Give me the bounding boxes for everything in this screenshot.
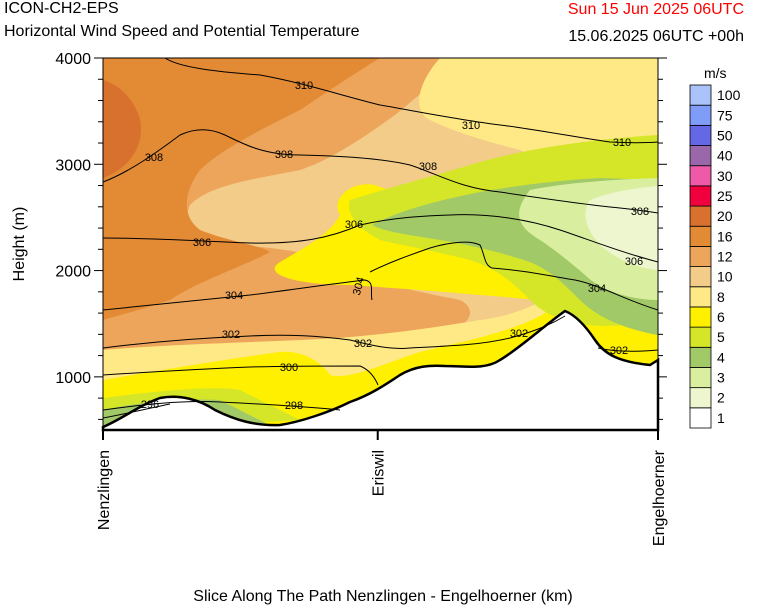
colorbar-level-label: 3 [717,370,725,386]
isentrope-label: 300 [280,362,298,374]
wind-speed-field [103,58,658,430]
isentrope-label: 310 [462,120,480,132]
colorbar-swatch [689,185,712,207]
isentrope-296 [103,403,171,419]
isentrope-label: 308 [419,161,437,173]
isentrope-label: 298 [285,400,303,412]
y-axis: 1000 2000 3000 4000 [55,51,667,420]
chart-subtitle: Horizontal Wind Speed and Potential Temp… [4,23,360,40]
plot-frame [102,57,659,431]
colorbar-swatch [689,346,712,368]
colorbar-swatch [689,326,712,348]
colorbar-level-label: 100 [717,87,741,103]
colorbar-swatch [689,407,712,429]
isentrope-308 [103,129,658,214]
x-axis: Nenzlingen Eriswil Engelhoerner [96,430,668,546]
valid-time: Sun 15 Jun 2025 06UTC [567,1,744,18]
colorbar-level-label: 10 [717,269,733,285]
terrain [101,309,660,432]
isentrope-label: 296 [141,399,159,411]
isentrope-labels: 296 298 300 302 302 302 302 304 304 304 … [141,80,649,412]
isentrope-label: 302 [354,338,372,350]
wind-band-20 [103,80,141,178]
isentrope-298 [103,401,341,411]
isentrope-310 [164,58,658,144]
y-tick-label: 2000 [55,264,91,281]
wind-band-2 [585,186,658,270]
y-axis-label: Height (m) [11,207,28,282]
isentrope-label: 304 [588,283,606,295]
colorbar-unit: m/s [704,65,727,81]
isentrope-306 [103,214,658,263]
isentrope-302 [103,315,658,352]
colorbar-level-label: 20 [717,208,733,224]
x-tick-label: Eriswil [371,450,388,496]
colorbar-swatch [689,165,712,187]
colorbar-swatch [689,306,712,328]
colorbar-level-label: 8 [717,289,725,305]
colorbar-level-label: 4 [717,349,725,365]
wind-band-16 [103,58,380,320]
colorbar-swatch [689,225,712,247]
y-tick-label: 3000 [55,157,91,174]
colorbar-level-label: 75 [717,107,733,123]
isentrope-label: 306 [345,219,363,231]
colorbar-swatch [689,266,712,288]
colorbar-swatch [689,387,712,409]
y-tick-label: 1000 [55,370,91,387]
isentrope-label: 306 [193,237,211,249]
isentrope-label: 304 [351,276,367,297]
colorbar-level-label: 30 [717,168,733,184]
colorbar-level-label: 2 [717,390,725,406]
isentrope-label: 308 [145,152,163,164]
isentrope-label: 302 [610,345,628,357]
colorbar-level-label: 6 [717,309,725,325]
colorbar-swatch [689,367,712,389]
isentrope-label: 306 [625,256,643,268]
colorbar-level-label: 1 [717,410,725,426]
model-name: ICON-CH2-EPS [4,0,119,17]
isentrope-304 [103,241,658,311]
colorbar-level-label: 12 [717,249,733,265]
colorbar-swatch [689,205,712,227]
x-axis-label: Slice Along The Path Nenzlingen - Engelh… [193,588,573,605]
colorbar-swatch [689,104,712,126]
colorbar-level-label: 16 [717,228,733,244]
isentrope-label: 304 [225,290,243,302]
colorbar-swatch [689,84,712,106]
colorbar-swatch [689,124,712,146]
run-time: 15.06.2025 06UTC +00h [568,28,744,45]
y-tick-label: 4000 [55,51,91,68]
isentropes [103,58,658,419]
isentrope-label: 308 [631,206,649,218]
colorbar-swatch [689,145,712,167]
colorbar-level-label: 50 [717,127,733,143]
isentrope-label: 308 [275,149,293,161]
isentrope-300 [103,365,379,386]
isentrope-label: 302 [222,329,240,341]
colorbar-swatch [689,246,712,267]
colorbar-level-label: 40 [717,148,733,164]
isentrope-label: 302 [510,328,528,340]
x-tick-label: Engelhoerner [651,449,668,546]
x-tick-label: Nenzlingen [96,450,113,530]
isentrope-label: 310 [613,137,631,149]
colorbar-level-label: 25 [717,188,733,204]
colorbar-swatch [689,286,712,308]
isentrope-label: 310 [295,80,313,92]
colorbar-level-label: 5 [717,329,725,345]
